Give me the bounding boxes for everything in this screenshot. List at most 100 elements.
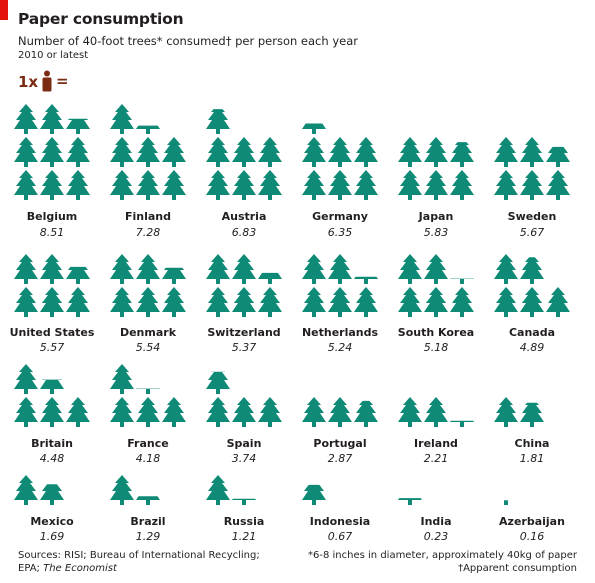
country-label: Russia (224, 515, 265, 528)
tree-icon (40, 287, 64, 317)
accent-bar (0, 0, 8, 20)
tree-icon (494, 137, 518, 167)
tree-icon (520, 170, 544, 200)
tree-icon (110, 137, 134, 167)
country-label: Germany (312, 210, 368, 223)
partial-tree-icon (520, 402, 544, 427)
tree-icon (520, 287, 544, 317)
tree-icon (232, 137, 256, 167)
country-label: South Korea (398, 326, 474, 339)
partial-tree-icon (504, 500, 508, 505)
country-value: 6.35 (328, 226, 353, 239)
tree-icon (14, 475, 38, 505)
sources: Sources: RISI; Bureau of International R… (18, 549, 260, 575)
country-value: 5.54 (136, 341, 161, 354)
country-group: Mexico 1.69 (14, 475, 74, 543)
country-value: 3.74 (232, 452, 257, 465)
tree-icon (110, 475, 134, 505)
country-label: Japan (418, 210, 454, 223)
tree-icon (258, 287, 282, 317)
country-value: 0.23 (424, 530, 449, 543)
partial-tree-icon (450, 420, 474, 427)
country-group: France 4.18 (110, 364, 186, 465)
country-label: Britain (31, 437, 73, 450)
country-label: Netherlands (302, 326, 379, 339)
tree-icon (14, 397, 38, 427)
country-value: 0.67 (328, 530, 353, 543)
country-group: Japan 5.83 (398, 137, 474, 239)
country-group: China 1.81 (494, 397, 549, 465)
tree-icon (40, 397, 64, 427)
country-value: 4.18 (136, 452, 161, 465)
person-icon (42, 70, 52, 92)
tree-icon (14, 170, 38, 200)
tree-icon (136, 397, 160, 427)
country-label: United States (10, 326, 95, 339)
tree-icon (398, 137, 422, 167)
country-value: 1.69 (40, 530, 65, 543)
country-group: United States 5.57 (10, 254, 95, 354)
country-group: Ireland 2.21 (398, 397, 474, 465)
partial-tree-icon (302, 123, 326, 134)
partial-tree-icon (354, 400, 378, 427)
chart-note: 2010 or latest (18, 50, 89, 61)
tree-icon (398, 397, 422, 427)
tree-icon (14, 104, 38, 134)
sources-line-2-prefix: EPA; (18, 563, 44, 574)
tree-icon (66, 287, 90, 317)
tree-icon (328, 397, 352, 427)
country-group: Britain 4.48 (14, 364, 90, 465)
tree-icon (450, 287, 474, 317)
tree-icon (328, 137, 352, 167)
tree-icon (546, 287, 570, 317)
tree-icon (424, 397, 448, 427)
country-label: Canada (509, 326, 555, 339)
country-value: 8.51 (40, 226, 65, 239)
country-label: Belgium (27, 210, 78, 223)
country-label: China (515, 437, 550, 450)
country-value: 2.87 (328, 452, 353, 465)
country-group: Canada 4.89 (494, 254, 570, 354)
tree-icon (354, 287, 378, 317)
partial-tree-icon (206, 109, 230, 134)
tree-icon (232, 254, 256, 284)
country-group: Austria 6.83 (206, 109, 282, 239)
tree-icon (110, 104, 134, 134)
tree-icon (494, 254, 518, 284)
country-label: Azerbaijan (499, 515, 565, 528)
tree-icon (354, 170, 378, 200)
chart-subtitle: Number of 40-foot trees* consumed† per p… (18, 34, 358, 48)
country-label: Portugal (313, 437, 366, 450)
country-group: Denmark 5.54 (110, 254, 186, 354)
country-group: Belgium 8.51 (14, 104, 90, 239)
country-value: 5.83 (424, 226, 449, 239)
tree-icon (398, 254, 422, 284)
country-label: Mexico (30, 515, 74, 528)
country-group: Finland 7.28 (110, 104, 186, 239)
tree-icon (302, 137, 326, 167)
sources-line-2: EPA; The Economist (18, 562, 260, 575)
tree-icon (66, 397, 90, 427)
partial-tree-icon (136, 388, 160, 394)
partial-tree-icon (258, 272, 282, 284)
partial-tree-icon (232, 498, 256, 505)
country-value: 5.24 (328, 341, 353, 354)
tree-icon (302, 170, 326, 200)
tree-icon (110, 254, 134, 284)
tree-icon (494, 170, 518, 200)
country-label: Austria (222, 210, 267, 223)
tree-icon (110, 170, 134, 200)
country-value: 4.89 (520, 341, 545, 354)
footnote-apparent: †Apparent consumption (458, 563, 577, 574)
tree-icon (424, 287, 448, 317)
country-value: 1.21 (232, 530, 257, 543)
tree-icon (302, 397, 326, 427)
partial-tree-icon (40, 484, 64, 505)
partial-tree-icon (450, 278, 474, 284)
chart-title: Paper consumption (18, 10, 184, 28)
tree-icon (302, 287, 326, 317)
footnotes: *6-8 inches in diameter, approximately 4… (308, 549, 577, 575)
tree-icon (232, 397, 256, 427)
tree-icon (162, 397, 186, 427)
tree-icon (328, 254, 352, 284)
